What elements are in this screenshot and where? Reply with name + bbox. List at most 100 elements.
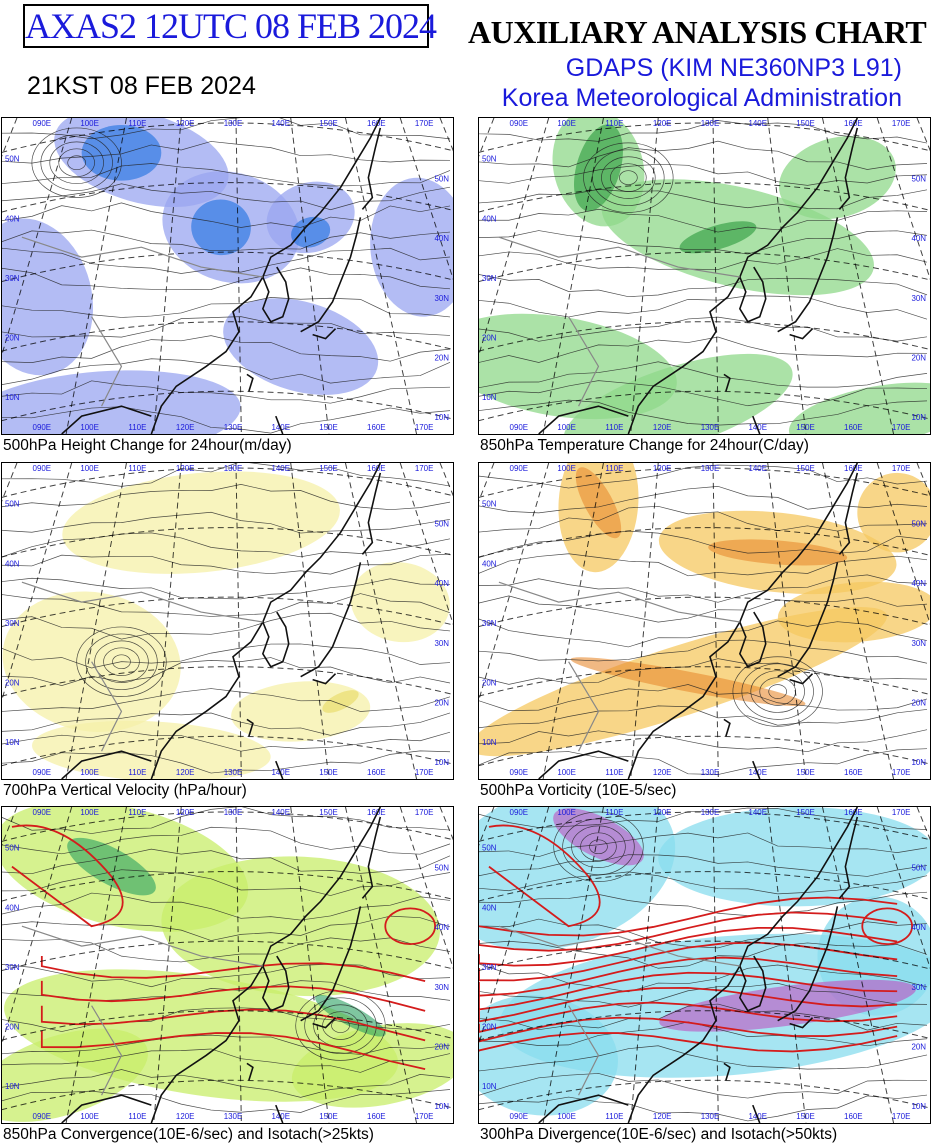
map-canvas: 090E 090E 100E 100E 110E 110E 120E 120E 130E 130E…: [479, 118, 930, 434]
lon-label: 160E: [367, 464, 386, 473]
graticule-labels: 090E 090E 100E 100E 110E 110E 120E 120E 130E 130E…: [482, 808, 926, 1121]
lon-label: 120E: [176, 1112, 195, 1121]
lat-label: 10N: [482, 393, 497, 402]
lon-label: 130E: [701, 768, 720, 777]
isotach-lines: [479, 824, 913, 1053]
lat-label: 20N: [5, 679, 20, 688]
lat-label: 30N: [482, 963, 497, 972]
lon-label: 090E: [33, 768, 52, 777]
shaded-field: [2, 807, 453, 1122]
panel-caption: 850hPa Temperature Change for 24hour(C/d…: [480, 437, 809, 454]
lat-label: 40N: [434, 234, 449, 243]
lon-label: 100E: [557, 423, 576, 432]
graticule: [479, 807, 930, 1123]
lon-label: 160E: [367, 808, 386, 817]
graticule: [479, 118, 930, 434]
lon-label: 110E: [128, 464, 146, 473]
lon-label: 090E: [33, 119, 52, 128]
borders: [498, 925, 740, 1096]
lat-label: 40N: [5, 903, 20, 912]
lon-label: 140E: [271, 464, 290, 473]
lat-label: 30N: [5, 619, 20, 628]
lon-label: 170E: [415, 808, 434, 817]
lat-label: 10N: [434, 758, 449, 767]
lat-label: 30N: [911, 294, 926, 303]
lon-label: 110E: [128, 1112, 146, 1121]
lon-label: 120E: [176, 119, 195, 128]
lon-label: 100E: [80, 423, 99, 432]
lat-label: 50N: [434, 175, 449, 184]
lon-label: 150E: [796, 464, 815, 473]
lon-label: 150E: [796, 119, 815, 128]
graticule-labels: 090E 090E 100E 100E 110E 110E 120E 120E 130E 130E…: [482, 464, 926, 777]
lon-label: 120E: [653, 1112, 672, 1121]
lon-label: 150E: [796, 423, 815, 432]
lat-label: 40N: [434, 579, 449, 588]
lat-label: 40N: [482, 559, 497, 568]
panel-caption: 850hPa Convergence(10E-6/sec) and Isotac…: [3, 1126, 374, 1143]
map-canvas: 090E 090E 100E 100E 110E 110E 120E 120E 130E 130E…: [479, 463, 930, 779]
lon-label: 130E: [701, 423, 720, 432]
lon-label: 140E: [748, 808, 767, 817]
lon-label: 160E: [367, 1112, 386, 1121]
lon-label: 170E: [892, 1112, 911, 1121]
lon-label: 150E: [796, 768, 815, 777]
lon-label: 100E: [80, 119, 99, 128]
panel-caption: 700hPa Vertical Velocity (hPa/hour): [3, 782, 247, 799]
lon-label: 090E: [33, 808, 52, 817]
lon-label: 090E: [33, 1112, 52, 1121]
borders: [498, 236, 740, 407]
lat-label: 20N: [434, 353, 449, 362]
lon-label: 160E: [367, 423, 386, 432]
lat-label: 50N: [482, 155, 497, 164]
lon-label: 120E: [176, 423, 195, 432]
graticule-labels: 090E 090E 100E 100E 110E 110E 120E 120E 130E 130E…: [5, 119, 449, 432]
lon-label: 150E: [319, 464, 338, 473]
lon-label: 170E: [415, 119, 434, 128]
lon-label: 110E: [605, 808, 623, 817]
lon-label: 110E: [605, 1112, 623, 1121]
lon-label: 150E: [319, 423, 338, 432]
map-panel-300hpa-divergence: 090E 090E 100E 100E 110E 110E 120E 120E 130E 130E…: [478, 806, 931, 1124]
contour-lines: [2, 463, 451, 774]
lat-label: 10N: [434, 1102, 449, 1111]
lat-label: 30N: [434, 983, 449, 992]
lat-label: 40N: [482, 214, 497, 223]
lat-label: 20N: [911, 698, 926, 707]
map-panel-500hpa-vorticity: 090E 090E 100E 100E 110E 110E 120E 120E 130E 130E…: [478, 462, 931, 780]
lon-label: 130E: [224, 464, 243, 473]
lat-label: 50N: [911, 175, 926, 184]
lat-label: 40N: [911, 923, 926, 932]
lon-label: 130E: [224, 119, 243, 128]
local-time: 21KST 08 FEB 2024: [27, 72, 256, 100]
lon-label: 170E: [415, 1112, 434, 1121]
lon-label: 150E: [319, 808, 338, 817]
lat-label: 10N: [482, 738, 497, 747]
lat-label: 30N: [434, 294, 449, 303]
lon-label: 100E: [557, 119, 576, 128]
lat-label: 20N: [482, 334, 497, 343]
lat-label: 50N: [5, 155, 20, 164]
lat-label: 50N: [482, 844, 497, 853]
lon-label: 170E: [415, 464, 434, 473]
lat-label: 10N: [434, 413, 449, 422]
lon-label: 110E: [605, 768, 623, 777]
lon-label: 110E: [128, 768, 146, 777]
lon-label: 110E: [605, 119, 623, 128]
lon-label: 160E: [844, 1112, 863, 1121]
isotach-lines: [11, 824, 436, 1071]
map-panel-850hpa-convergence: 090E 090E 100E 100E 110E 110E 120E 120E 130E 130E…: [1, 806, 454, 1124]
lat-label: 10N: [911, 758, 926, 767]
lon-label: 160E: [844, 808, 863, 817]
lat-label: 10N: [5, 1082, 20, 1091]
lat-label: 50N: [5, 844, 20, 853]
graticule: [2, 807, 453, 1123]
map-canvas: 090E 090E 100E 100E 110E 110E 120E 120E 130E 130E…: [2, 463, 453, 779]
lon-label: 170E: [892, 119, 911, 128]
map-panel-700hpa-vertical-velocity: 090E 090E 100E 100E 110E 110E 120E 120E 130E 130E…: [1, 462, 454, 780]
lat-label: 40N: [5, 214, 20, 223]
lon-label: 090E: [510, 1112, 529, 1121]
borders: [21, 581, 263, 752]
lon-label: 160E: [844, 119, 863, 128]
lat-label: 30N: [911, 983, 926, 992]
